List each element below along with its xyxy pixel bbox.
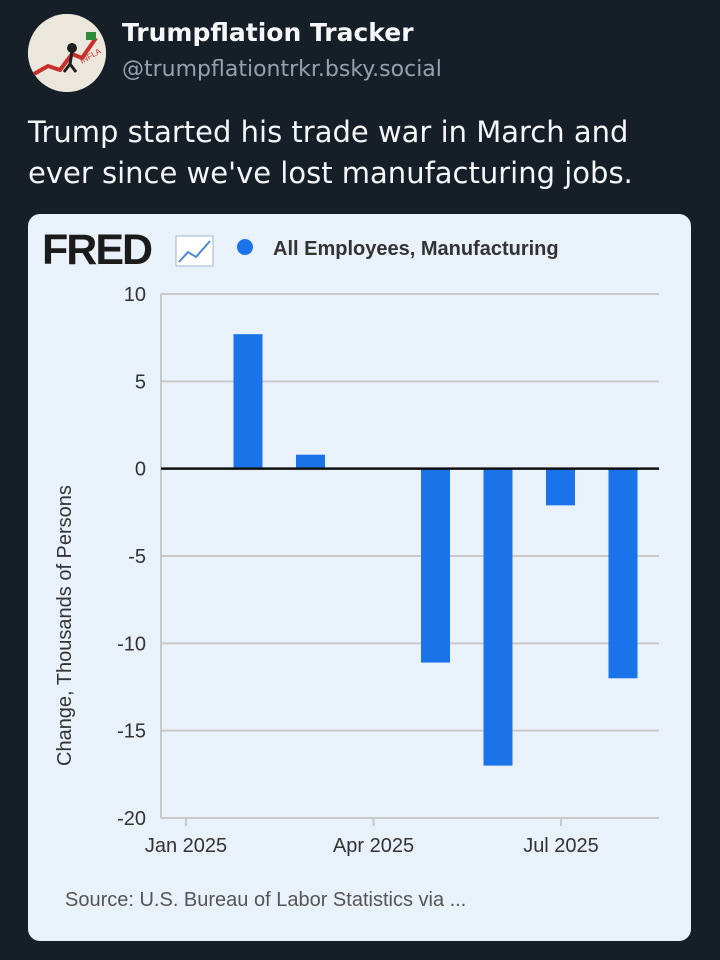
author-name[interactable]: Trumpflation Tracker <box>122 18 414 47</box>
source-text: Source: U.S. Bureau of Labor Statistics … <box>65 889 466 911</box>
y-tick-label: 5 <box>135 371 146 393</box>
bar <box>546 468 575 506</box>
y-tick-label: 10 <box>124 284 146 306</box>
fred-chart: FRED All Employees, Manufacturing Change… <box>42 226 659 911</box>
y-tick-label: -15 <box>117 721 146 743</box>
author-handle[interactable]: @trumpflationtrkr.bsky.social <box>122 57 442 82</box>
y-tick-label: -20 <box>117 808 146 830</box>
fred-logo: FRED <box>42 226 152 274</box>
avatar[interactable]: INFLA <box>28 14 106 92</box>
legend-label: All Employees, Manufacturing <box>273 238 559 260</box>
x-tick-label: Apr 2025 <box>333 835 414 857</box>
y-tick-label: 0 <box>135 459 146 481</box>
x-tick-label: Jan 2025 <box>145 835 227 857</box>
y-axis-label: Change, Thousands of Persons <box>54 485 76 766</box>
y-tick-label: -5 <box>128 546 146 568</box>
bar <box>233 334 263 469</box>
legend-dot <box>237 239 253 255</box>
x-tick-label: Jul 2025 <box>523 835 599 857</box>
y-tick-label: -10 <box>117 633 146 655</box>
bar <box>421 468 450 663</box>
bar <box>296 454 325 469</box>
bar <box>483 468 513 766</box>
fred-trend-icon <box>175 235 214 267</box>
post-text: Trump started his trade war in March and… <box>28 115 633 190</box>
chart-card[interactable]: FRED All Employees, Manufacturing Change… <box>28 214 691 941</box>
bar <box>608 468 638 679</box>
trend-chart-icon: INFLA <box>28 14 106 92</box>
